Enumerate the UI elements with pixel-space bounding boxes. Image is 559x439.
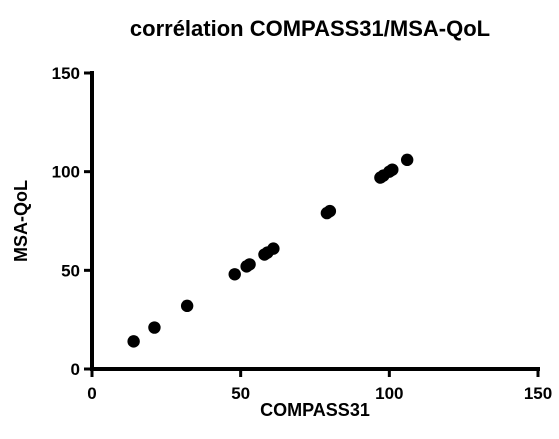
- data-point: [243, 258, 256, 271]
- y-tick-label: 150: [52, 64, 80, 83]
- y-tick-label: 100: [52, 163, 80, 182]
- x-axis-title: COMPASS31: [260, 400, 370, 420]
- data-point: [148, 321, 161, 334]
- chart-title: corrélation COMPASS31/MSA-QoL: [130, 16, 490, 41]
- data-point: [127, 335, 140, 348]
- y-axis-title: MSA-QoL: [11, 180, 31, 262]
- data-point: [228, 268, 241, 281]
- data-point: [267, 242, 280, 255]
- y-tick-label: 0: [71, 360, 80, 379]
- x-ticks-group: 0 50 100 150: [87, 369, 552, 403]
- x-tick-label: 0: [87, 384, 96, 403]
- data-point: [323, 204, 337, 218]
- x-tick-label: 100: [375, 384, 403, 403]
- data-points-group: [127, 153, 414, 348]
- y-tick-label: 50: [61, 261, 80, 280]
- axes-group: [90, 71, 540, 371]
- data-point: [180, 299, 194, 313]
- x-tick-label: 150: [524, 384, 552, 403]
- y-ticks-group: 0 50 100 150: [52, 64, 92, 379]
- x-tick-label: 50: [231, 384, 250, 403]
- data-point: [400, 153, 414, 167]
- data-point: [386, 163, 399, 176]
